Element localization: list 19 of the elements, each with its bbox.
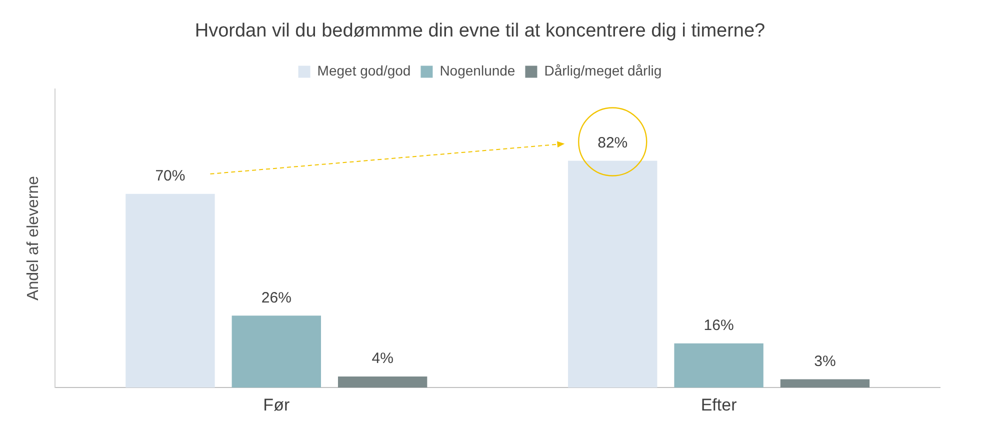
y-axis-title: Andel af eleverne (25, 176, 42, 300)
legend-label: Meget god/god (317, 62, 411, 79)
data-label: 4% (372, 350, 394, 368)
bar (780, 379, 870, 388)
x-tick-label: Efter (700, 395, 738, 414)
data-label: 3% (814, 352, 836, 370)
data-label: 16% (704, 316, 734, 334)
bar (126, 194, 215, 388)
data-label: 70% (155, 168, 186, 185)
legend-label: Dårlig/meget dårlig (544, 62, 662, 79)
x-tick-label: Før (263, 395, 290, 414)
data-label: 82% (598, 134, 628, 152)
bar (674, 343, 764, 388)
bar (338, 376, 428, 388)
data-label: 26% (261, 289, 292, 306)
legend-label: Nogenlunde (440, 62, 516, 79)
chart-title: Hvordan vil du bedømmme din evne til at koncentrere dig i timerne? (194, 20, 766, 42)
bar (232, 316, 321, 388)
bar (568, 160, 658, 388)
